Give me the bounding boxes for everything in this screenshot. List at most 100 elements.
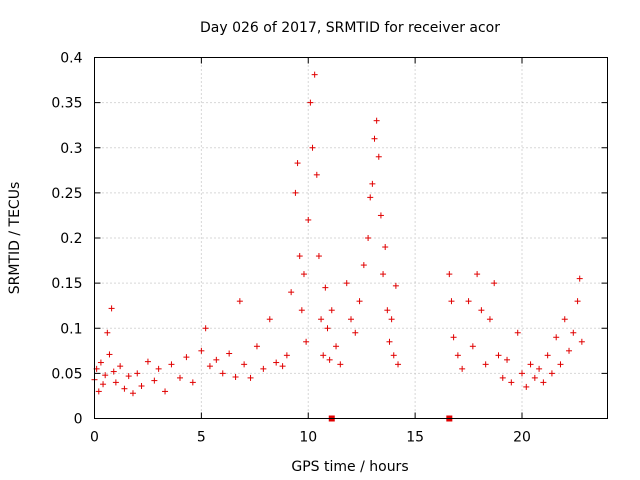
data-point [151, 377, 158, 384]
data-point [390, 352, 397, 359]
data-point [324, 325, 331, 332]
y-tick-label: 0.15 [51, 276, 82, 292]
data-point [202, 325, 209, 332]
axis-ticks: 0 0.05 0.1 0.15 0.2 0.25 0.3 0.35 0.4 0 5 10 15 20 [51, 51, 608, 446]
x-tick-label: 5 [197, 430, 206, 446]
data-point [110, 368, 117, 375]
grid [94, 57, 608, 419]
data-point [519, 370, 525, 377]
data-point [121, 385, 128, 392]
data-point [523, 383, 530, 390]
data-point [305, 216, 312, 223]
data-point [557, 361, 564, 368]
y-tick-label: 0 [74, 412, 83, 428]
data-point [578, 338, 585, 345]
data-point [144, 358, 151, 365]
data-point [100, 381, 107, 388]
data-point [375, 153, 382, 160]
y-tick-label: 0.05 [51, 366, 82, 382]
data-point [371, 135, 378, 142]
data-point [298, 307, 305, 314]
data-point [536, 365, 543, 372]
y-tick-label: 0.1 [60, 321, 82, 337]
data-point [499, 374, 506, 381]
x-tick-label: 0 [90, 430, 99, 446]
data-point [395, 361, 402, 368]
data-point [296, 253, 303, 260]
data-point [155, 365, 162, 372]
data-point [384, 307, 391, 314]
data-point [303, 338, 310, 345]
data-point [328, 307, 335, 314]
y-tick-label: 0.35 [51, 96, 82, 112]
data-point [574, 298, 581, 305]
data-point [104, 329, 111, 336]
data-point [380, 271, 387, 278]
chart-title: Day 026 of 2017, SRMTID for receiver aco… [200, 20, 500, 36]
data-point [469, 343, 476, 350]
data-point [548, 370, 555, 377]
data-point [544, 352, 551, 359]
data-point [279, 363, 286, 370]
data-point [247, 374, 254, 381]
data-point [369, 180, 376, 187]
data-point [322, 284, 329, 291]
y-tick-label: 0.2 [60, 231, 82, 247]
data-point [288, 289, 295, 296]
data-point [566, 347, 573, 354]
data-point [313, 171, 320, 178]
data-point [183, 354, 190, 361]
data-point [382, 244, 389, 251]
data-point [474, 271, 481, 278]
data-point [125, 373, 132, 380]
data-point [540, 379, 547, 386]
data-point [448, 298, 455, 305]
data-point [570, 329, 577, 336]
data-point [348, 316, 354, 323]
x-tick-label: 20 [513, 430, 531, 446]
data-point [478, 307, 485, 314]
data-point [168, 361, 175, 368]
data-point [213, 356, 220, 363]
data-point [138, 383, 145, 390]
data-point [553, 334, 560, 341]
data-point [486, 316, 493, 323]
data-point [333, 343, 340, 350]
data-point [504, 356, 511, 363]
data-point [226, 350, 233, 357]
data-point [356, 298, 363, 305]
data-point [206, 363, 213, 370]
data-point [392, 282, 399, 289]
data-point [260, 365, 267, 372]
data-point [266, 316, 273, 323]
data-point [352, 329, 359, 336]
data-point [232, 373, 239, 380]
data-point [491, 280, 498, 287]
data-point [482, 361, 489, 368]
data-point [388, 316, 395, 323]
data-point [112, 379, 119, 386]
data-point [508, 379, 515, 386]
data-point [162, 388, 169, 395]
data-point [367, 194, 374, 201]
y-tick-label: 0.25 [51, 186, 82, 202]
data-point [495, 352, 502, 359]
data-point [326, 356, 333, 363]
data-point [273, 359, 280, 366]
data-point [454, 352, 461, 359]
data-point [241, 361, 248, 368]
data-point [198, 347, 205, 354]
y-tick-label: 0.4 [60, 51, 82, 67]
data-point [294, 160, 301, 167]
data-point [292, 189, 299, 196]
data-point [386, 338, 393, 345]
data-point [465, 298, 472, 305]
data-point [236, 298, 243, 305]
data-point [377, 212, 384, 219]
data-point [300, 271, 307, 278]
data-point [514, 329, 521, 336]
data-point [311, 71, 318, 78]
data-point [318, 316, 325, 323]
data-point [561, 316, 568, 323]
